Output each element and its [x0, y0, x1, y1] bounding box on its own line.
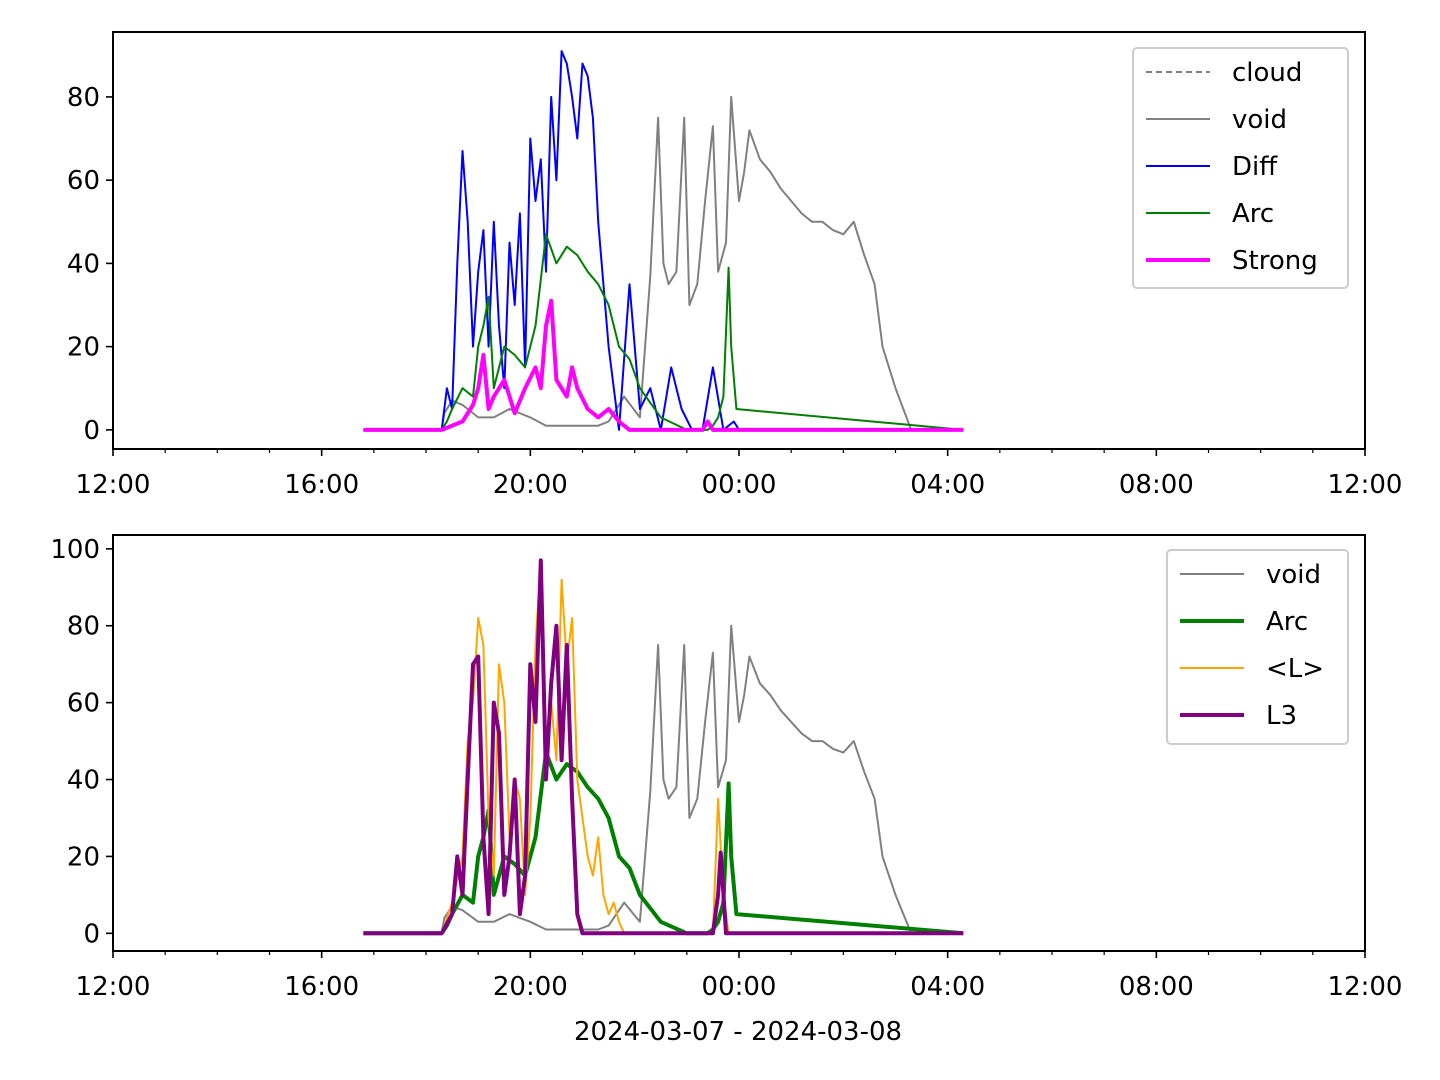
- y-tick-label: 40: [67, 249, 100, 279]
- legend-label: Arc: [1232, 199, 1274, 229]
- legend-label: cloud: [1232, 58, 1302, 88]
- x-tick-label: 08:00: [1119, 972, 1194, 1002]
- series-line-Diff-0: [363, 50, 745, 431]
- x-axis-label: 2024-03-07 - 2024-03-08: [574, 1017, 902, 1047]
- y-tick-label: 20: [67, 842, 100, 872]
- x-tick-label: 00:00: [702, 470, 777, 500]
- series-line-L3-1: [363, 558, 964, 936]
- y-tick-label: 100: [50, 535, 100, 565]
- x-tick-label: 20:00: [493, 470, 568, 500]
- y-tick-label: 60: [67, 689, 100, 719]
- x-tick-label: 20:00: [493, 972, 568, 1002]
- y-tick-label: 0: [83, 416, 100, 446]
- legend: void Arc <L> L3: [1166, 549, 1349, 745]
- y-tick-label: 60: [67, 166, 100, 196]
- x-tick-label: 12:00: [76, 972, 151, 1002]
- y-tick-label: 40: [67, 766, 100, 796]
- y-tick-label: 80: [67, 612, 100, 642]
- series-line-void-1: [363, 624, 964, 935]
- legend: cloud void Diff Arc Strong: [1132, 47, 1349, 289]
- legend-label: void: [1266, 560, 1321, 590]
- x-tick-label: 08:00: [1119, 470, 1194, 500]
- legend-label: <L>: [1266, 654, 1324, 684]
- series-line-Arc-0: [363, 233, 964, 431]
- y-tick-label: 80: [67, 83, 100, 113]
- y-tick-label: 0: [83, 919, 100, 949]
- legend-label: Diff: [1232, 152, 1278, 182]
- x-tick-label: 12:00: [1328, 972, 1403, 1002]
- legend-box: [1132, 47, 1349, 289]
- x-tick-label: 04:00: [910, 972, 985, 1002]
- x-tick-label: 16:00: [284, 972, 359, 1002]
- bottom-chart-panel: 0 20 40 60 80 100 12:00 16:00 20:00 00:00 04:00 08:…: [50, 534, 1403, 1002]
- x-tick-label: 04:00: [910, 470, 985, 500]
- x-tick-label: 12:00: [1328, 470, 1403, 500]
- legend-label: L3: [1266, 701, 1297, 731]
- y-tick-label: 20: [67, 333, 100, 363]
- top-chart-panel: 0 20 40 60 80 12:00 16:00 20:00 00:00 04:00 08:00 1…: [67, 31, 1403, 500]
- x-tick-label: 00:00: [702, 972, 777, 1002]
- legend-label: Arc: [1266, 607, 1308, 637]
- x-tick-label: 12:00: [76, 470, 151, 500]
- series-line-void-0: [363, 95, 964, 431]
- legend-box: [1166, 549, 1349, 745]
- series-line-Strong-0: [363, 298, 964, 432]
- legend-label: void: [1232, 105, 1287, 135]
- x-tick-label: 16:00: [284, 470, 359, 500]
- legend-label: Strong: [1232, 246, 1318, 276]
